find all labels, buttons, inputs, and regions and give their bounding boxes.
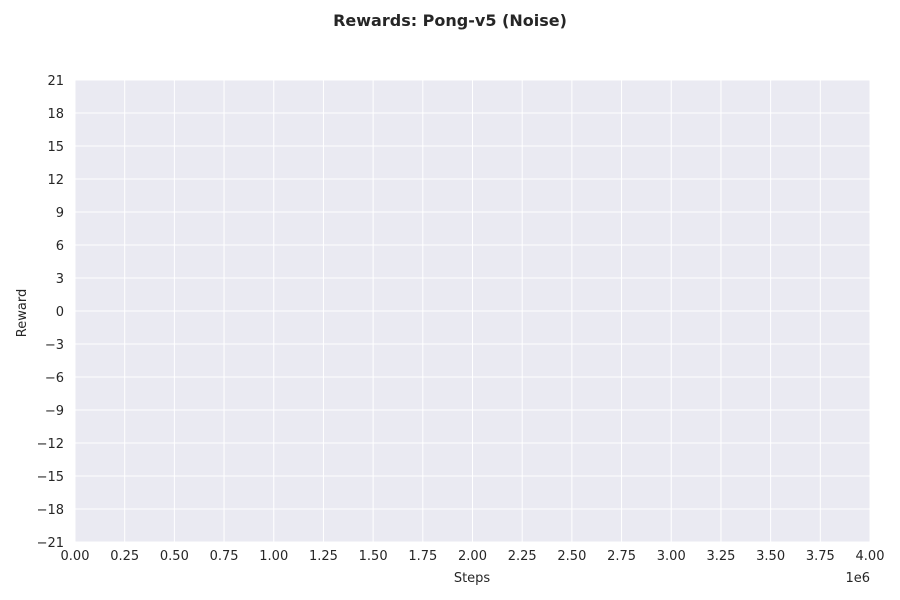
x-tick-labels: 0.00 0.25 0.50 0.75 1.00 1.25 1.50 1.75 2.00 2.25… xyxy=(61,549,885,564)
y-tick-label: 21 xyxy=(47,74,64,89)
x-tick-label: 0.00 xyxy=(61,549,90,564)
x-tick-label: 3.25 xyxy=(706,549,735,564)
x-tick-label: 2.00 xyxy=(458,549,487,564)
x-tick-label: 4.00 xyxy=(856,549,885,564)
y-tick-label: −18 xyxy=(37,503,64,518)
y-tick-label: −3 xyxy=(45,338,64,353)
y-tick-label: 3 xyxy=(56,272,64,287)
y-tick-label: 15 xyxy=(47,140,64,155)
x-tick-label: 1.25 xyxy=(309,549,338,564)
y-tick-label: −21 xyxy=(37,536,64,551)
x-tick-label: 0.25 xyxy=(110,549,139,564)
x-tick-label: 2.75 xyxy=(607,549,636,564)
x-tick-label: 1.00 xyxy=(259,549,288,564)
y-tick-label: −6 xyxy=(45,371,64,386)
y-tick-label: −9 xyxy=(45,404,64,419)
x-tick-label: 3.00 xyxy=(657,549,686,564)
y-tick-label: −15 xyxy=(37,470,64,485)
x-tick-label: 3.75 xyxy=(806,549,835,564)
x-tick-label: 0.75 xyxy=(210,549,239,564)
y-tick-labels: 21 18 15 12 9 6 3 0 −3 −6 −9 −12 −15 −18 −21 xyxy=(37,74,64,551)
x-tick-label: 0.50 xyxy=(160,549,189,564)
y-tick-label: 9 xyxy=(56,206,64,221)
y-tick-label: 0 xyxy=(56,305,64,320)
x-axis-offset-label: 1e6 xyxy=(845,571,870,586)
x-tick-label: 1.75 xyxy=(408,549,437,564)
x-tick-label: 3.50 xyxy=(756,549,785,564)
x-tick-label: 2.25 xyxy=(508,549,537,564)
chart-title: Rewards: Pong-v5 (Noise) xyxy=(333,11,567,30)
x-axis-label: Steps xyxy=(454,571,491,586)
y-axis-label: Reward xyxy=(15,289,30,337)
x-tick-label: 1.50 xyxy=(359,549,388,564)
y-tick-label: 12 xyxy=(47,173,64,188)
grid-lines xyxy=(74,79,871,543)
y-tick-label: 6 xyxy=(56,239,64,254)
y-tick-label: −12 xyxy=(37,437,64,452)
x-tick-label: 2.50 xyxy=(557,549,586,564)
y-tick-label: 18 xyxy=(47,107,64,122)
